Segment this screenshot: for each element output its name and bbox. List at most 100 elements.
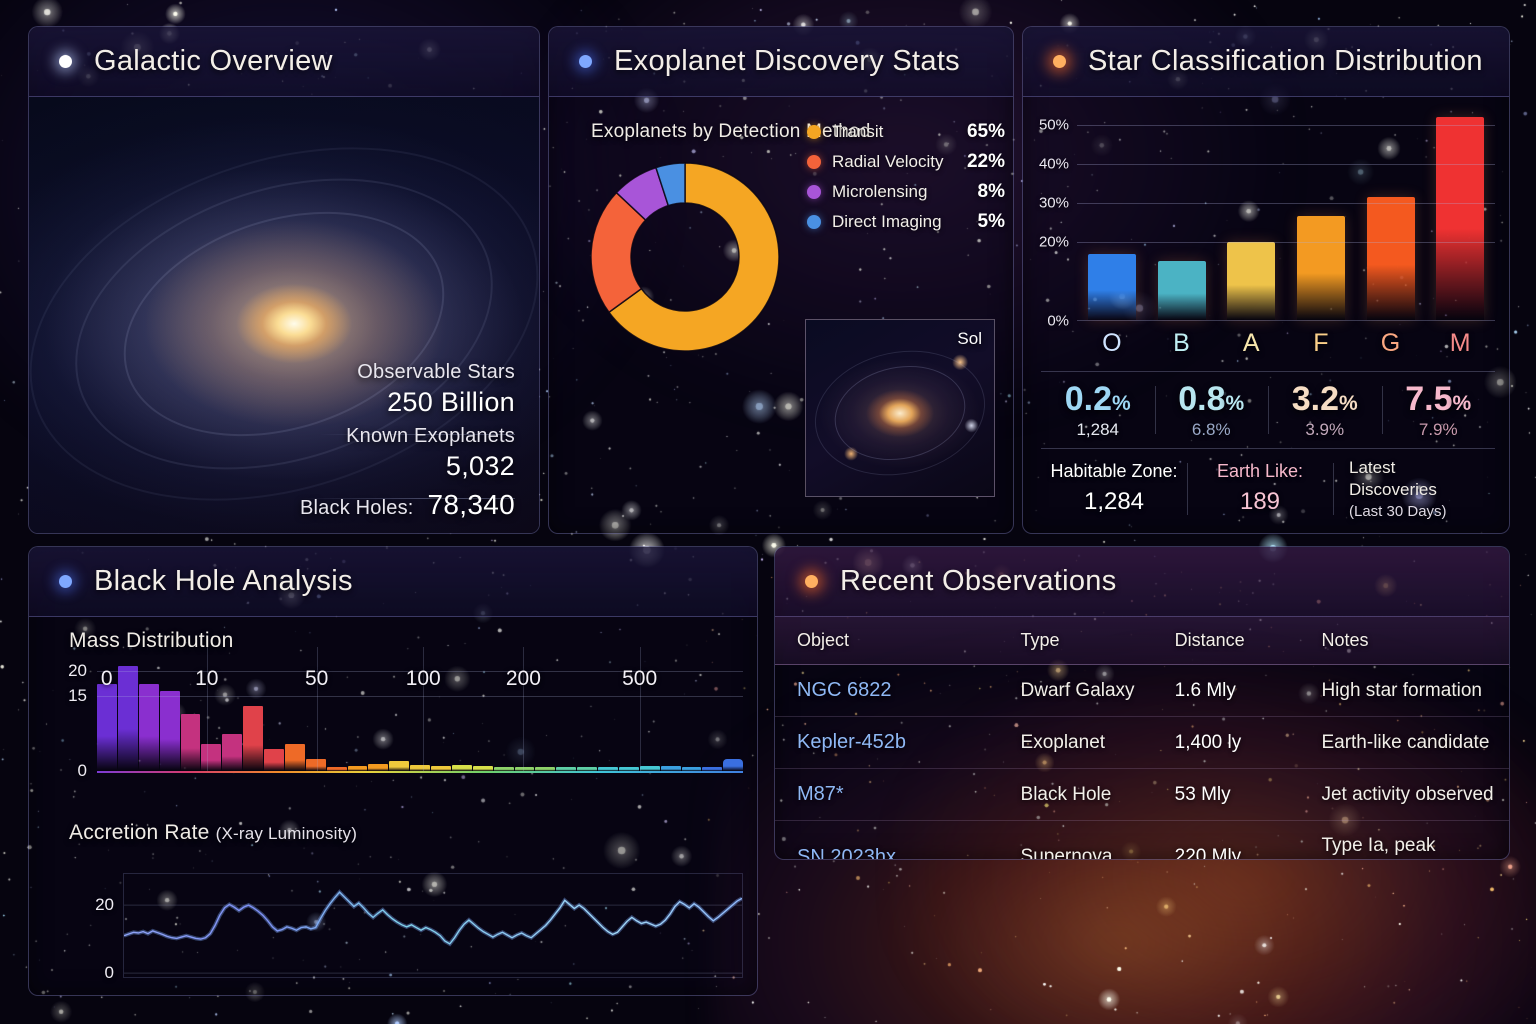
star-dot-icon	[59, 55, 72, 68]
histogram-bar[interactable]	[264, 748, 284, 771]
tile-number: 7.5	[1405, 380, 1453, 418]
column-header-type[interactable]: Type	[1002, 617, 1157, 665]
grid-vline	[206, 647, 208, 771]
bar-column[interactable]	[1077, 105, 1147, 320]
histogram-bar[interactable]	[660, 766, 681, 771]
table-row[interactable]: SN 2023hx Supernova 220 Mly Type Ia, pea…	[775, 821, 1509, 860]
donut-legend: Transit 65% Radial Velocity 22% Microlen…	[807, 117, 1005, 237]
histogram-bar[interactable]	[702, 767, 723, 771]
stat-value: 250 Billion	[387, 387, 515, 417]
legend-item[interactable]: Transit 65%	[807, 117, 1005, 147]
histogram-bar[interactable]	[556, 767, 577, 771]
histogram-bar[interactable]	[431, 765, 451, 771]
bar-column[interactable]	[1216, 105, 1286, 320]
x-axis-tick: 100	[405, 667, 441, 690]
legend-item[interactable]: Radial Velocity 22%	[807, 147, 1005, 177]
histogram-bar[interactable]	[347, 765, 368, 771]
bar-column[interactable]	[1425, 105, 1495, 320]
cell-object: M87*	[775, 768, 1003, 821]
bar-column[interactable]	[1147, 105, 1217, 320]
histogram-bar[interactable]	[723, 758, 744, 771]
cell-type: Black Hole	[1002, 768, 1157, 821]
histogram-bar[interactable]	[535, 766, 556, 771]
x-axis-tick: 0	[100, 667, 113, 690]
histogram-bar[interactable]	[598, 767, 618, 771]
tile-percent-sign: %	[1225, 392, 1245, 415]
legend-color-transit-icon	[807, 125, 821, 139]
column-header-notes[interactable]: Notes	[1303, 617, 1509, 665]
histogram-bar[interactable]	[284, 743, 305, 771]
y-axis-tick: 50%	[1038, 116, 1069, 134]
orange-dot-icon	[1053, 55, 1066, 68]
histogram-bar[interactable]	[138, 683, 159, 771]
histogram-bar[interactable]	[97, 683, 117, 771]
donut-segment[interactable]	[655, 162, 686, 207]
x-axis-tick: 200	[505, 667, 541, 690]
histogram-bar[interactable]	[451, 765, 472, 771]
stat-label: Black Holes:	[299, 497, 414, 519]
legend-label: Direct Imaging	[832, 212, 942, 231]
panel-exoplanet-discovery: Exoplanet Discovery Stats Exoplanets by …	[548, 26, 1014, 534]
histogram-bar[interactable]	[180, 713, 201, 771]
tile-main-value: 7.5%	[1382, 380, 1496, 419]
cell-distance: 220 Mly	[1174, 846, 1242, 860]
histogram-bar[interactable]	[326, 767, 347, 771]
histogram-bar[interactable]	[472, 766, 493, 771]
column-header-object[interactable]: Object	[775, 617, 1003, 665]
tile-percent-sign: %	[1339, 392, 1358, 415]
table-header-row: Object Type Distance Notes	[775, 617, 1509, 665]
bar-column[interactable]	[1356, 105, 1426, 320]
histogram-bar[interactable]	[493, 766, 514, 771]
column-header-distance[interactable]: Distance	[1156, 617, 1304, 665]
histogram-bar[interactable]	[117, 666, 138, 771]
page-title: Galactic Overview	[94, 45, 333, 77]
table-head: Object Type Distance Notes	[775, 617, 1509, 665]
histogram-bar[interactable]	[222, 733, 243, 771]
grid-line	[97, 696, 743, 697]
histogram-bar[interactable]	[577, 767, 597, 771]
y-axis-tick: 20	[68, 661, 87, 680]
tile-main-value: 3.2%	[1268, 380, 1382, 419]
panel-star-classification: Star Classification Distribution 0% 20% 30…	[1022, 26, 1510, 534]
stat-tile[interactable]: 0.8% 6.8%	[1154, 380, 1269, 440]
legend-item[interactable]: Microlensing 8%	[807, 177, 1005, 207]
sol-thumbnail-image[interactable]: Sol	[805, 319, 995, 497]
cell-type: Exoplanet	[1002, 716, 1157, 769]
y-axis-tick: 0	[104, 963, 114, 983]
table-row[interactable]: M87* Black Hole 53 Mly Jet activity obse…	[775, 768, 1509, 821]
stat-tile[interactable]: 3.2% 3.9%	[1268, 380, 1382, 440]
mass-distribution-histogram: 0 15 20 0 10 50 100 200 500	[68, 647, 744, 780]
legend-item[interactable]: Direct Imaging 5%	[807, 207, 1005, 237]
cell-type: Dwarf Galaxy	[1002, 664, 1157, 717]
table-row[interactable]: Kepler-452b Exoplanet 1,400 ly Earth-lik…	[775, 716, 1509, 769]
histogram-bar[interactable]	[681, 766, 702, 771]
tile-percent-sign: %	[1452, 392, 1472, 415]
y-axis-tick: 20%	[1038, 233, 1069, 251]
histogram-bar[interactable]	[618, 766, 639, 771]
chart-title-mass-distribution: Mass Distribution	[69, 629, 234, 652]
histogram-bar[interactable]	[639, 766, 660, 771]
histogram-bar[interactable]	[159, 691, 180, 771]
grid-line: 40%	[1039, 155, 1495, 172]
histogram-bar[interactable]	[305, 758, 326, 771]
chart-title-detection-method: Exoplanets by Detection Method	[591, 121, 871, 142]
histogram-bar[interactable]	[389, 761, 410, 771]
donut-segment[interactable]	[607, 162, 780, 352]
bar-column[interactable]	[1286, 105, 1356, 320]
star-stat-tiles: 0.2% 1,284 0.8% 6.8% 3.2% 3.9% 7.5% 7.9%	[1041, 371, 1495, 449]
histogram-bar[interactable]	[514, 766, 535, 771]
stat-tile[interactable]: 0.2% 1,284	[1041, 380, 1155, 440]
panel-body-galactic: Observable Stars 250 Billion Known Exopl…	[29, 85, 539, 533]
stat-tile[interactable]: 7.5% 7.9%	[1381, 380, 1496, 440]
histogram-bar[interactable]	[243, 706, 263, 771]
stat-value: 5,032	[445, 451, 515, 481]
legend-value: 8%	[977, 181, 1005, 202]
bar-label: O	[1102, 329, 1122, 357]
histogram-bar[interactable]	[201, 743, 222, 771]
histogram-bar[interactable]	[368, 763, 389, 771]
bar-label: B	[1173, 329, 1190, 357]
table-row[interactable]: NGC 6822 Dwarf Galaxy 1.6 Mly High star …	[775, 664, 1509, 717]
grid-line: 30%	[1039, 195, 1495, 212]
tile-sub-value: 6.8%	[1191, 420, 1231, 439]
histogram-bar[interactable]	[410, 765, 430, 771]
